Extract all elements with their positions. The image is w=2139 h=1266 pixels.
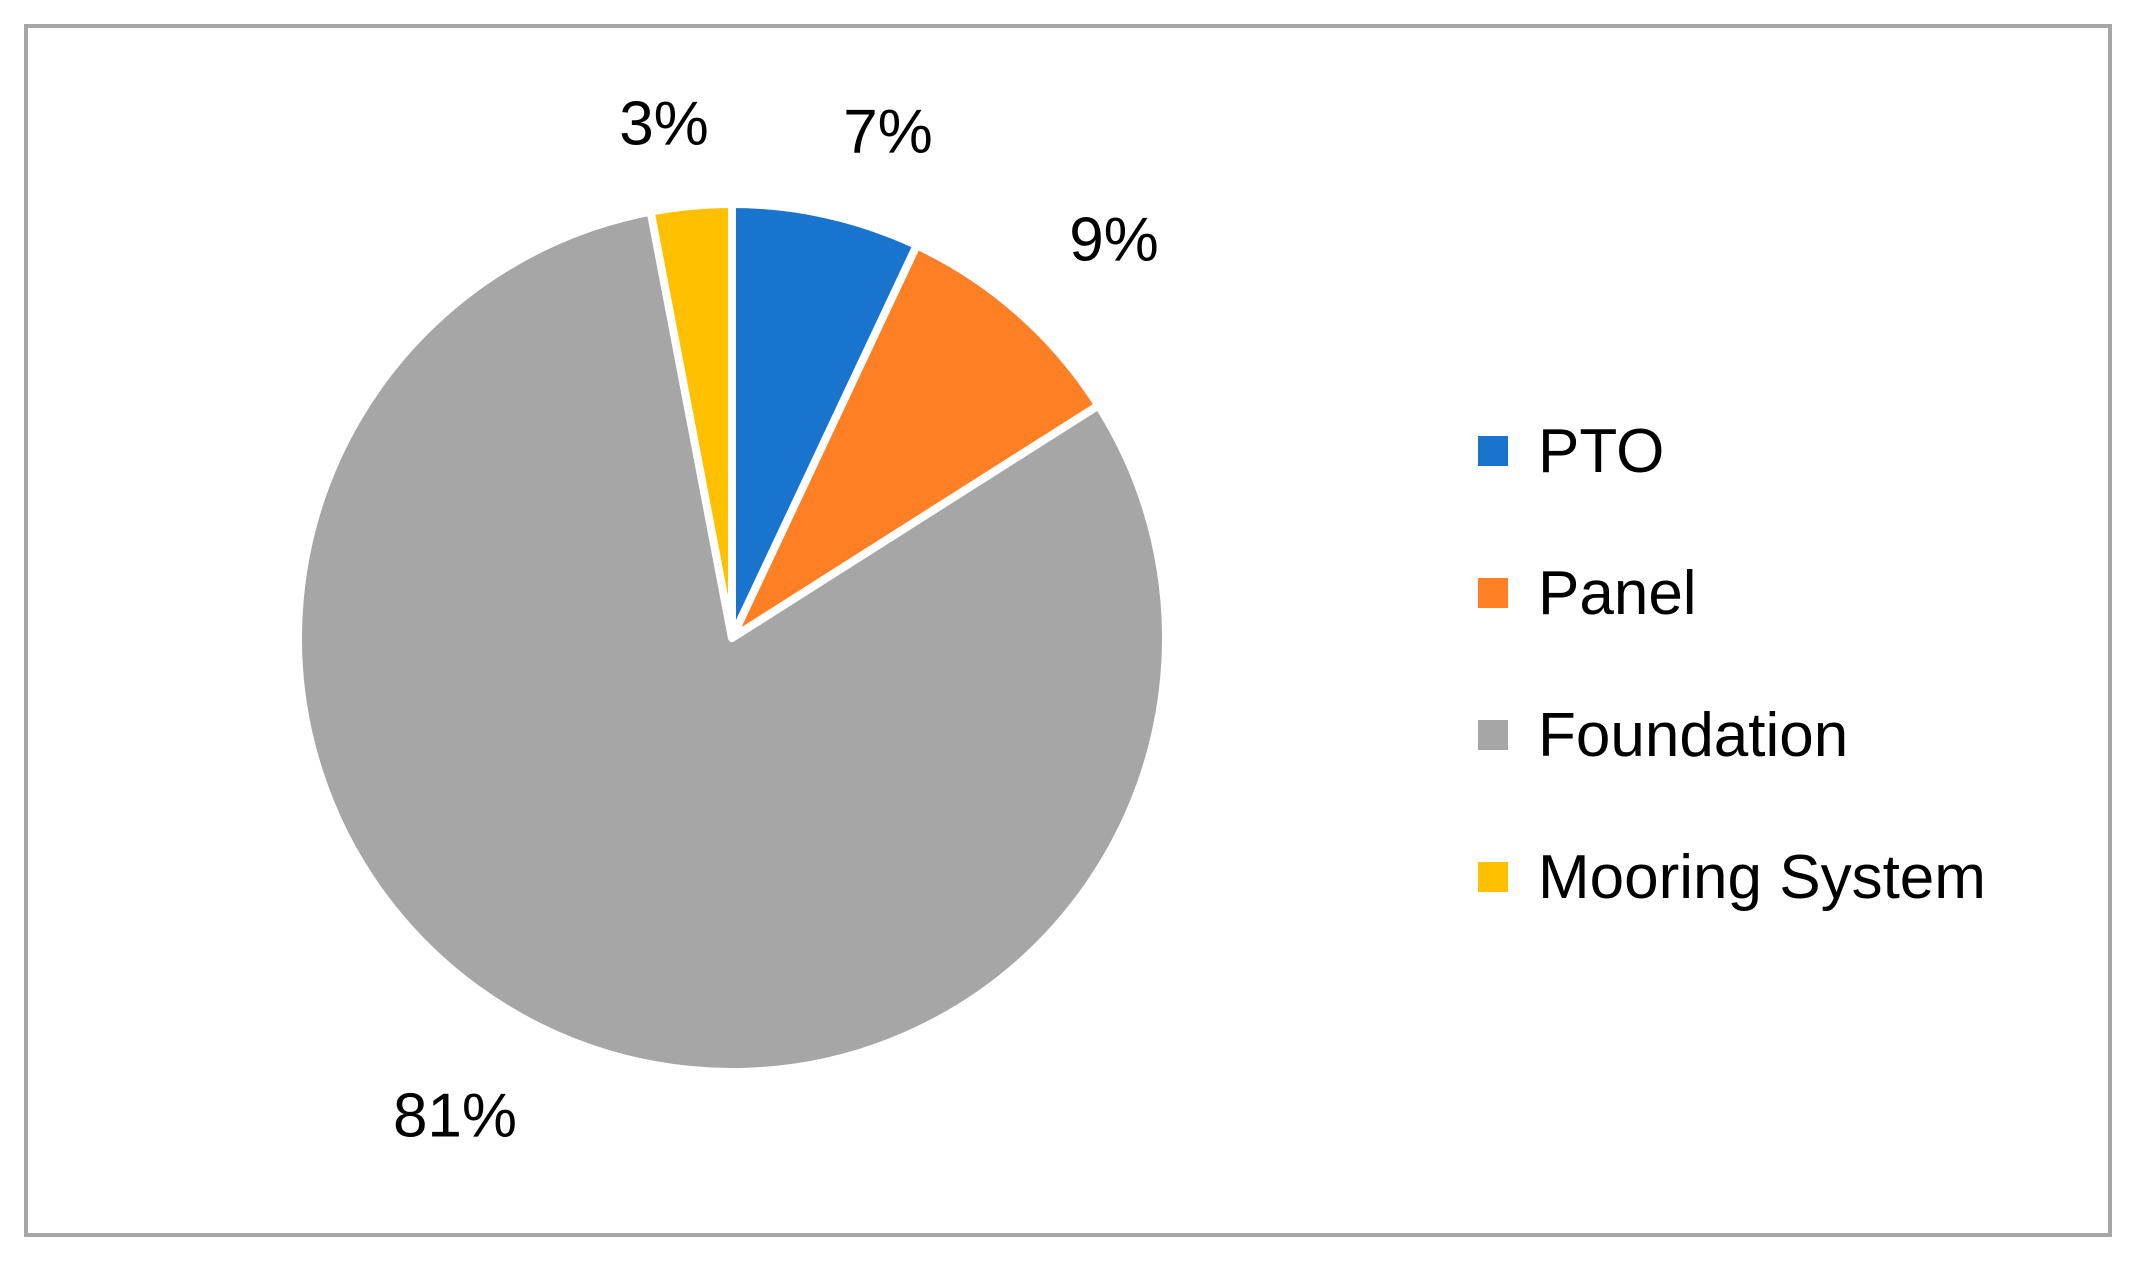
data-label-pto: 7% <box>843 97 933 166</box>
data-label-foundation: 81% <box>393 1081 517 1150</box>
legend-item-pto: PTO <box>1478 380 1986 522</box>
legend-label-mooring-system: Mooring System <box>1538 842 1986 912</box>
legend-item-mooring-system: Mooring System <box>1478 806 1986 948</box>
legend-swatch-panel <box>1478 578 1508 608</box>
data-label-mooring-system: 3% <box>619 89 709 158</box>
pie-data-labels: 7% 9% 81% 3% <box>393 89 1159 1150</box>
pie-slices <box>294 200 1170 1076</box>
legend-label-panel: Panel <box>1538 558 1697 628</box>
legend-item-panel: Panel <box>1478 522 1986 664</box>
legend-swatch-foundation <box>1478 720 1508 750</box>
legend-label-pto: PTO <box>1538 416 1665 486</box>
pie-slice-mooring-system <box>646 200 736 642</box>
legend-item-foundation: Foundation <box>1478 664 1986 806</box>
legend-label-foundation: Foundation <box>1538 700 1849 770</box>
data-label-panel: 9% <box>1069 205 1159 274</box>
legend-swatch-pto <box>1478 436 1508 466</box>
legend-swatch-mooring-system <box>1478 862 1508 892</box>
legend: PTO Panel Foundation Mooring System <box>1478 380 1986 948</box>
pie-slice-panel <box>728 241 1103 642</box>
pie-slice-pto <box>728 200 921 642</box>
